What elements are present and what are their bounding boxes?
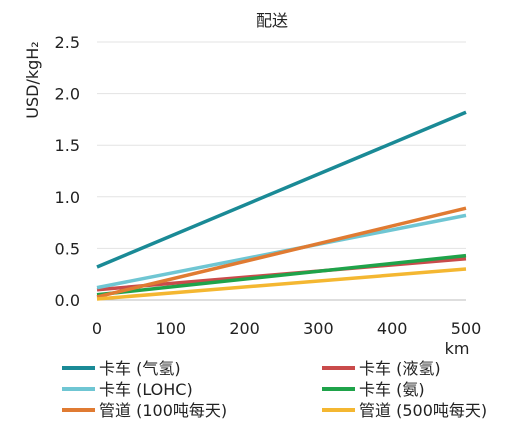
series-line (96, 206, 467, 299)
legend-label: 卡车 (LOHC) (99, 380, 193, 399)
y-axis-title: USD/kgH₂ (23, 41, 42, 118)
chart-title: 配送 (256, 11, 288, 30)
x-tick-label: 400 (377, 319, 408, 338)
x-tick-label: 0 (92, 319, 102, 338)
y-tick-label: 1.5 (55, 136, 80, 155)
y-tick-label: 0.5 (55, 239, 80, 258)
series-line (96, 110, 467, 269)
x-tick-label: 100 (156, 319, 187, 338)
y-tick-label: 2.5 (55, 33, 80, 52)
legend-label: 管道 (500吨每天) (359, 401, 487, 420)
legend-label: 管道 (100吨每天) (99, 401, 227, 420)
legend-label: 卡车 (液氢) (359, 359, 441, 378)
series-line (96, 267, 467, 301)
x-tick-label: 300 (303, 319, 334, 338)
x-tick-label: 200 (229, 319, 260, 338)
y-tick-label: 0.0 (55, 291, 80, 310)
x-tick-label: 500 (451, 319, 482, 338)
series-line (96, 253, 467, 297)
x-axis-title: km (445, 339, 470, 358)
legend-label: 卡车 (气氢) (99, 359, 181, 378)
y-tick-label: 2.0 (55, 85, 80, 104)
legend-label: 卡车 (氨) (359, 380, 425, 399)
y-tick-label: 1.0 (55, 188, 80, 207)
